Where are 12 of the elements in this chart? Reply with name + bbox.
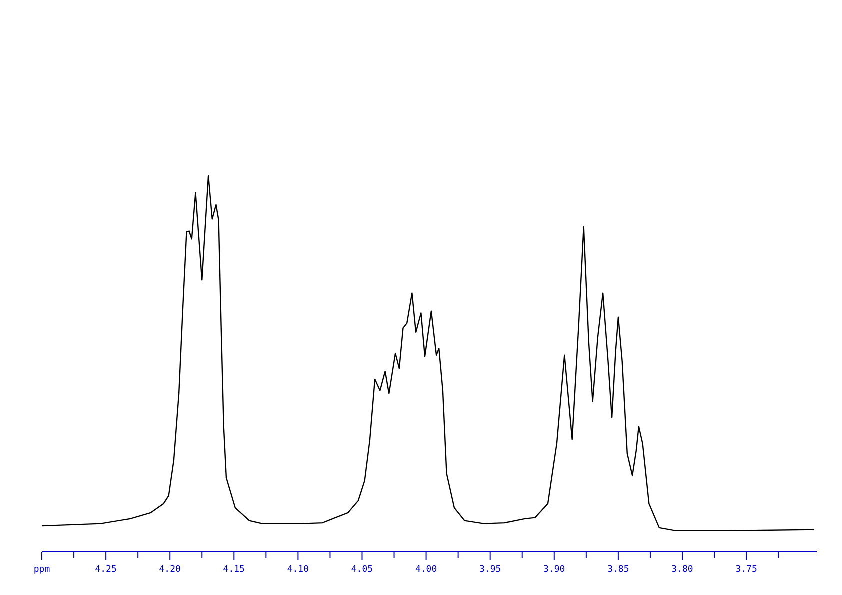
x-tick-label: 3.95 [480, 565, 502, 575]
x-tick-label: 4.25 [95, 565, 117, 575]
x-tick-label: 3.90 [544, 565, 566, 575]
x-tick-label: 4.15 [223, 565, 245, 575]
x-tick-label: 4.10 [287, 565, 310, 575]
x-tick-label: 3.80 [672, 565, 694, 575]
x-tick-label: 4.00 [415, 565, 438, 575]
x-tick-label: 3.75 [736, 565, 758, 575]
x-tick-label: 4.05 [351, 565, 374, 575]
x-tick-label: 3.85 [608, 565, 630, 575]
x-tick-label: 4.20 [159, 565, 181, 575]
x-tick-label: ppm [34, 565, 50, 575]
